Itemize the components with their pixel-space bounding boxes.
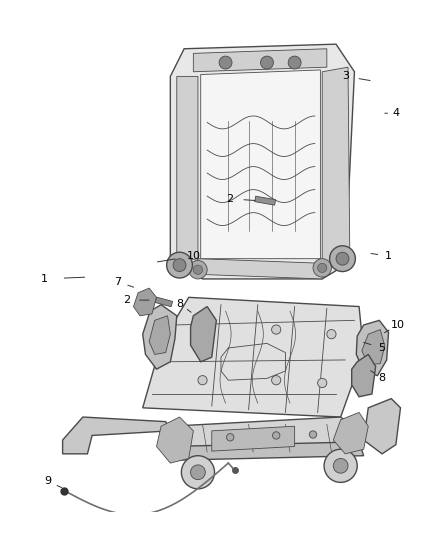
- Polygon shape: [198, 259, 322, 279]
- Text: 4: 4: [392, 108, 399, 118]
- Circle shape: [324, 449, 357, 482]
- Polygon shape: [155, 297, 173, 307]
- Polygon shape: [134, 288, 156, 316]
- Text: 5: 5: [378, 343, 385, 353]
- Polygon shape: [170, 44, 354, 279]
- Circle shape: [173, 259, 186, 272]
- Circle shape: [318, 263, 327, 272]
- Circle shape: [288, 56, 301, 69]
- Polygon shape: [255, 196, 276, 205]
- Polygon shape: [212, 426, 295, 451]
- Circle shape: [226, 434, 234, 441]
- Polygon shape: [143, 297, 364, 417]
- Text: 8: 8: [378, 373, 385, 383]
- Circle shape: [333, 458, 348, 473]
- Polygon shape: [333, 413, 368, 454]
- Polygon shape: [364, 399, 400, 454]
- Text: 2: 2: [226, 194, 234, 204]
- Polygon shape: [170, 442, 364, 461]
- Polygon shape: [362, 329, 385, 365]
- Circle shape: [219, 56, 232, 69]
- Circle shape: [327, 329, 336, 339]
- Text: 3: 3: [342, 71, 349, 82]
- Polygon shape: [356, 320, 389, 376]
- Text: 7: 7: [114, 277, 121, 287]
- Polygon shape: [191, 306, 216, 362]
- Polygon shape: [352, 354, 376, 397]
- Text: 2: 2: [124, 295, 131, 305]
- Circle shape: [191, 465, 205, 480]
- Circle shape: [318, 378, 327, 387]
- Circle shape: [189, 261, 207, 279]
- Polygon shape: [201, 70, 320, 259]
- Circle shape: [181, 456, 215, 489]
- Circle shape: [272, 376, 281, 385]
- Polygon shape: [170, 417, 359, 449]
- Text: 1: 1: [385, 251, 392, 261]
- Circle shape: [198, 329, 207, 339]
- Polygon shape: [177, 76, 198, 261]
- Text: 9: 9: [44, 477, 51, 487]
- Circle shape: [313, 259, 332, 277]
- Circle shape: [261, 56, 273, 69]
- Circle shape: [309, 431, 317, 438]
- Circle shape: [198, 376, 207, 385]
- Polygon shape: [143, 305, 177, 369]
- Polygon shape: [149, 316, 170, 354]
- Polygon shape: [193, 49, 327, 72]
- Text: 8: 8: [176, 299, 183, 309]
- Circle shape: [272, 432, 280, 439]
- Polygon shape: [322, 67, 350, 265]
- Text: 1: 1: [41, 274, 48, 284]
- Circle shape: [193, 265, 202, 274]
- Polygon shape: [63, 417, 170, 454]
- Circle shape: [336, 252, 349, 265]
- Circle shape: [272, 325, 281, 334]
- Polygon shape: [156, 417, 193, 463]
- Text: 10: 10: [186, 251, 200, 261]
- Circle shape: [330, 246, 355, 272]
- Circle shape: [166, 252, 192, 278]
- Text: 10: 10: [391, 320, 405, 330]
